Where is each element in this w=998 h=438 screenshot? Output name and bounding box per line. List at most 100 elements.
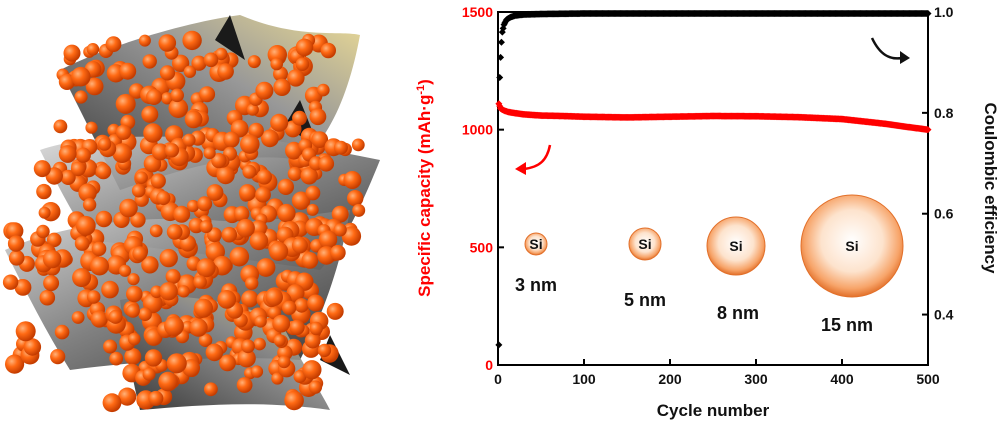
nanoparticle	[300, 167, 318, 185]
nanoparticle	[78, 183, 97, 202]
nanoparticle	[33, 160, 51, 178]
nanoparticle	[161, 92, 174, 105]
left-tick-label: 0	[485, 357, 493, 373]
x-tick-label: 0	[494, 371, 502, 387]
nanoparticle	[239, 184, 256, 202]
nanoparticle	[330, 244, 346, 261]
nanoparticle	[119, 198, 138, 218]
x-tick-label: 400	[830, 371, 854, 387]
nanoparticle	[193, 298, 213, 318]
x-tick-label: 100	[572, 371, 596, 387]
nanoparticle	[36, 183, 52, 200]
nanoparticle	[112, 143, 132, 164]
nanoparticle	[156, 190, 171, 206]
right-tick-label: 1.0	[934, 4, 954, 20]
nanoparticle	[240, 134, 260, 154]
nanoparticle	[90, 256, 109, 276]
nanoparticle	[291, 191, 311, 210]
x-axis-title: Cycle number	[657, 401, 770, 420]
nanoparticle	[318, 155, 335, 172]
particle-8nm-label: 8 nm	[717, 303, 759, 323]
cycling-performance-chart: 0 100 200 300 400 500 0 500 1000 1500 0.4 0.6 0.8 1…	[415, 4, 998, 420]
nanoparticle	[86, 290, 101, 304]
nanoparticle	[118, 387, 137, 406]
nanoparticle	[46, 232, 62, 248]
nanoparticle	[306, 203, 319, 216]
nanoparticle	[141, 256, 159, 274]
left-axis-title-superscript: -1	[415, 85, 427, 95]
nanoparticle	[158, 371, 178, 392]
nanoparticle	[148, 390, 164, 406]
nanoparticle	[183, 65, 197, 78]
nanoparticle	[39, 289, 56, 306]
nanoparticle	[206, 184, 224, 201]
nanoparticle	[188, 217, 204, 234]
nanoparticle	[141, 105, 159, 123]
nanoparticle	[124, 348, 142, 365]
right-tick-label: 0.8	[934, 105, 954, 121]
nanoparticle	[187, 199, 200, 213]
nanoparticle	[8, 249, 25, 266]
nanoparticle	[199, 220, 213, 234]
nanoparticle	[294, 298, 309, 313]
nanoparticle	[71, 311, 85, 324]
nanoparticle	[43, 250, 62, 269]
nanoparticle	[236, 218, 255, 238]
nanoparticle	[150, 173, 166, 189]
nanoparticle	[302, 360, 322, 380]
nanoparticle	[269, 241, 289, 261]
particle-3nm-label: 3 nm	[515, 275, 557, 295]
nanoparticle	[115, 93, 136, 114]
nanoparticle	[351, 138, 365, 152]
nanoparticle	[58, 145, 77, 163]
nanoparticle	[128, 332, 141, 346]
left-tick-label: 500	[470, 239, 494, 255]
nanoparticle	[85, 121, 98, 134]
silicon-nanoparticles	[2, 30, 366, 413]
nanoparticle	[205, 343, 224, 362]
nanoparticle	[189, 318, 208, 337]
nanoparticle	[249, 231, 269, 251]
nanoparticle	[317, 83, 330, 97]
nanoparticle	[343, 171, 362, 189]
left-tick-label: 1500	[462, 4, 493, 20]
nanoparticle	[15, 321, 36, 342]
nanoparticle	[241, 290, 259, 308]
nanoparticle	[326, 302, 344, 320]
svg-text:Si: Si	[638, 236, 651, 252]
nanoparticle	[273, 78, 291, 97]
nanoparticle	[229, 246, 250, 267]
particle-5nm: Si 5 nm	[624, 227, 666, 310]
efficiency-point	[497, 53, 505, 61]
nanoparticle	[91, 241, 107, 257]
nanoparticle	[50, 349, 66, 365]
nanoparticle	[101, 280, 119, 299]
nanoparticle	[150, 285, 163, 299]
capacity-arrow	[515, 144, 552, 175]
nanoparticle	[43, 275, 60, 292]
nanoparticle	[142, 367, 156, 381]
nanoparticle	[71, 66, 91, 87]
nanoparticle	[105, 36, 122, 53]
nanoparticle	[166, 353, 187, 374]
nanoparticle	[144, 349, 163, 367]
efficiency-point	[924, 10, 932, 18]
nanoparticle	[142, 54, 157, 69]
nanoparticle	[203, 147, 216, 160]
capacity-point	[924, 126, 932, 134]
nanoparticle	[166, 224, 183, 240]
nanoparticle	[216, 166, 235, 185]
nanoparticle	[135, 171, 148, 184]
nanoparticle	[164, 143, 180, 158]
left-axis-ticks: 0 500 1000 1500	[462, 4, 504, 373]
nanoparticle	[270, 113, 289, 132]
nanoparticle	[347, 190, 364, 207]
nanoparticle	[36, 224, 50, 239]
nanoparticle	[95, 210, 113, 228]
nanoparticle	[182, 30, 202, 51]
nanoparticle	[118, 264, 132, 277]
nanoparticle	[233, 206, 250, 222]
nanoparticle	[255, 186, 271, 203]
nanoparticle	[7, 235, 25, 252]
nanoparticle	[250, 365, 264, 378]
